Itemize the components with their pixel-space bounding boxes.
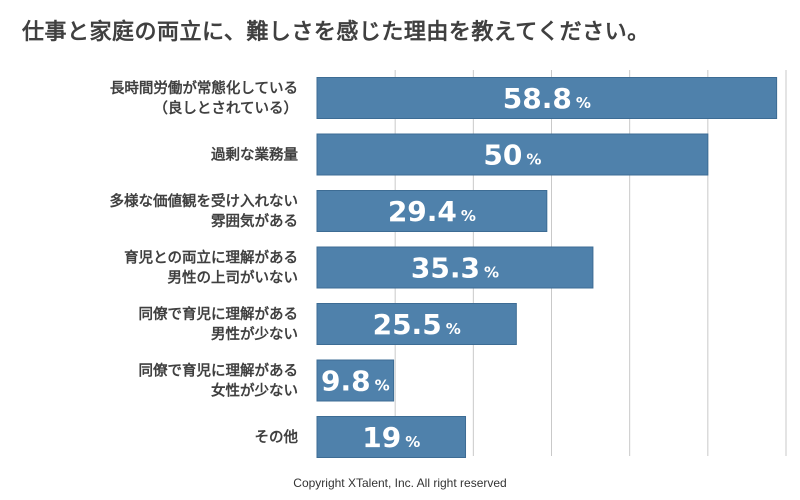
category-label: 同僚で育児に理解がある xyxy=(139,362,299,380)
copyright-footer: Copyright XTalent, Inc. All right reserv… xyxy=(293,476,507,490)
bar xyxy=(316,77,778,119)
bar xyxy=(316,303,517,345)
value-label: 58.8% xyxy=(503,82,591,115)
bar xyxy=(316,190,548,232)
bar-chart: 長時間労働が常態化している （良しとされている） 過剰な業務量多様な価値観を受け入れ… xyxy=(110,70,787,458)
category-label: 女性が少ない xyxy=(211,382,298,400)
chart-title: 仕事と家庭の両立に、難しさを感じた理由を教えてください。 xyxy=(22,20,650,45)
category-label: （良しとされている） xyxy=(153,99,298,117)
value-label: 29.4% xyxy=(388,195,476,228)
category-label: 男性の上司がいない xyxy=(168,269,299,287)
value-labels: 58.8 % 50 %29.4 % 35.3 % 25.5 % 9.8 % 19% xyxy=(321,82,591,454)
category-label: 多様な価値観を受け入れない xyxy=(110,192,299,210)
category-label: その他 xyxy=(255,428,299,446)
value-label: 25.5% xyxy=(373,308,461,341)
bar xyxy=(316,246,594,289)
category-label: 同僚で育児に理解がある xyxy=(139,305,299,323)
category-labels: 長時間労働が常態化している （良しとされている） 過剰な業務量多様な価値観を受け入れ… xyxy=(110,79,299,446)
category-label: 雰囲気がある xyxy=(211,212,298,230)
value-label: 35.3% xyxy=(411,252,499,285)
value-label: 19% xyxy=(362,421,420,454)
category-label: 長時間労働が常態化している xyxy=(110,79,298,97)
category-label: 過剰な業務量 xyxy=(210,146,298,164)
category-label: 男性が少ない xyxy=(211,325,298,343)
bar xyxy=(316,359,395,402)
value-label: 9.8% xyxy=(321,365,390,398)
bar xyxy=(316,133,709,176)
bars xyxy=(316,77,778,458)
category-label: 育児との両立に理解がある xyxy=(124,249,298,267)
bar xyxy=(316,416,467,458)
value-label: 50% xyxy=(483,139,541,172)
